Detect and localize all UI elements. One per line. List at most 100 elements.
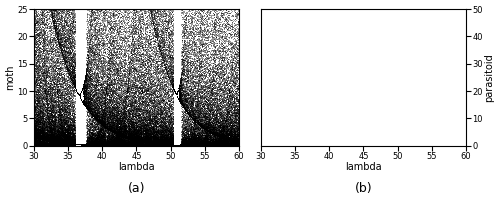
Point <box>206 143 214 146</box>
Point <box>370 144 378 147</box>
Point <box>384 144 392 147</box>
Point <box>434 144 442 147</box>
Point <box>66 142 74 145</box>
Point <box>262 144 270 147</box>
Point <box>380 144 388 147</box>
Point <box>406 144 414 147</box>
Point <box>115 142 123 145</box>
Point <box>262 144 270 147</box>
Point <box>458 144 466 147</box>
Point <box>444 144 452 147</box>
Point <box>181 103 189 106</box>
Point <box>379 144 387 147</box>
Point <box>32 136 40 140</box>
Point <box>336 144 344 147</box>
Point <box>436 144 444 147</box>
Point <box>414 144 422 147</box>
Point <box>48 139 56 143</box>
Point <box>38 134 46 138</box>
Point <box>290 144 298 147</box>
Point <box>44 143 52 146</box>
Point <box>366 144 374 147</box>
Point <box>66 100 74 104</box>
Point <box>284 144 292 147</box>
Point <box>342 144 350 147</box>
Point <box>375 144 383 147</box>
Point <box>54 131 62 135</box>
Point <box>294 144 302 147</box>
Point <box>358 144 366 147</box>
Point <box>441 144 449 147</box>
Point <box>311 144 319 147</box>
Point <box>452 144 460 147</box>
Point <box>358 144 366 147</box>
Point <box>402 144 410 147</box>
Point <box>392 144 400 147</box>
Point <box>100 123 108 127</box>
Point <box>285 144 293 147</box>
Point <box>372 144 380 147</box>
Point <box>314 144 322 147</box>
Point <box>376 144 384 147</box>
Point <box>202 144 210 147</box>
Point <box>459 144 467 147</box>
Point <box>228 134 235 137</box>
Point <box>388 144 396 147</box>
Point <box>234 130 242 134</box>
Point <box>274 144 282 147</box>
Point <box>428 144 436 147</box>
Point <box>34 103 42 106</box>
Point <box>300 144 308 147</box>
Point <box>191 144 199 147</box>
Point <box>400 144 407 147</box>
Point <box>103 143 111 147</box>
Point <box>326 144 334 147</box>
Point <box>344 144 351 147</box>
Point <box>78 99 86 102</box>
Point <box>456 144 464 147</box>
Point <box>188 141 196 144</box>
Point <box>409 144 417 147</box>
Point <box>454 144 462 147</box>
Point <box>311 144 319 147</box>
Point <box>224 144 232 147</box>
Point <box>170 90 178 93</box>
Point <box>367 144 375 147</box>
Point <box>136 144 144 147</box>
Point <box>370 144 378 147</box>
Point <box>160 144 168 147</box>
Point <box>137 144 145 147</box>
Point <box>453 144 461 147</box>
Point <box>198 144 206 147</box>
Point <box>223 81 231 85</box>
Point <box>308 144 316 147</box>
Point <box>298 144 306 147</box>
Point <box>105 130 113 133</box>
Point <box>452 144 460 147</box>
Point <box>323 144 331 147</box>
Point <box>448 144 456 147</box>
Point <box>393 144 401 147</box>
Point <box>167 142 175 145</box>
Point <box>348 144 356 147</box>
Point <box>258 144 266 147</box>
Point <box>178 59 186 62</box>
Point <box>324 144 332 147</box>
Point <box>56 143 64 146</box>
Point <box>276 144 283 147</box>
Point <box>206 143 214 147</box>
Point <box>118 144 126 147</box>
Point <box>336 144 344 147</box>
Point <box>95 102 103 105</box>
Point <box>84 143 92 146</box>
Point <box>270 144 278 147</box>
Point <box>408 144 416 147</box>
Point <box>265 144 273 147</box>
Point <box>412 144 420 147</box>
Point <box>390 144 398 147</box>
Point <box>434 144 442 147</box>
Point <box>285 144 293 147</box>
Point <box>392 144 400 147</box>
Point <box>167 144 175 147</box>
Point <box>126 142 134 146</box>
